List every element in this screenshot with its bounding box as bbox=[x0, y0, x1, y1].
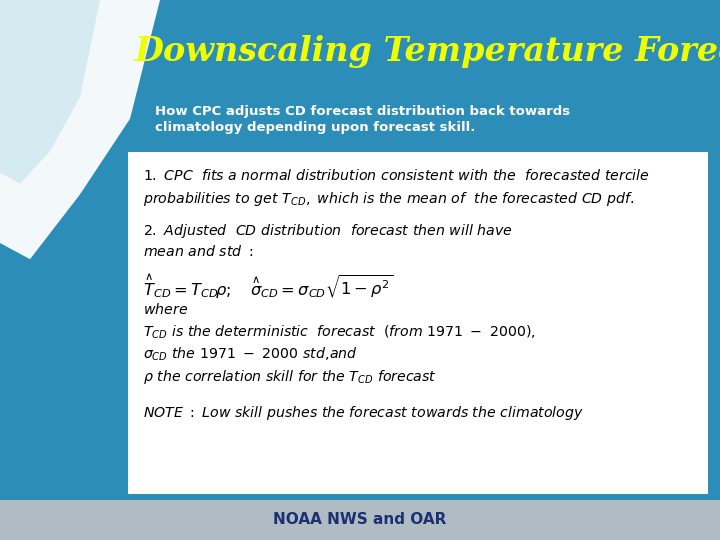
Polygon shape bbox=[0, 0, 100, 184]
Text: $\mathit{where}$: $\mathit{where}$ bbox=[143, 302, 188, 317]
Text: $\sigma_{CD}\ \mathit{the\ 1971\ -\ 2000\ std,\! and}$: $\sigma_{CD}\ \mathit{the\ 1971\ -\ 2000… bbox=[143, 346, 358, 363]
Text: $\mathit{1.\ CPC\ \ fits\ a\ normal\ distribution\ consistent\ with\ the\ \ fore: $\mathit{1.\ CPC\ \ fits\ a\ normal\ dis… bbox=[143, 168, 650, 183]
Text: $\mathit{NOTE\ :\ Low\ skill\ pushes\ the\ forecast\ towards\ the\ climatology}$: $\mathit{NOTE\ :\ Low\ skill\ pushes\ th… bbox=[143, 404, 584, 422]
Bar bbox=[0, 498, 720, 540]
Text: $\mathit{probabilities\ to\ get}\ T_{CD},\ \mathit{which\ is\ the\ mean\ of\ \ t: $\mathit{probabilities\ to\ get}\ T_{CD}… bbox=[143, 190, 634, 208]
Text: $\rho\ \mathit{the\ correlation\ skill\ for\ the}\ T_{CD}\ \mathit{forecast}$: $\rho\ \mathit{the\ correlation\ skill\ … bbox=[143, 368, 437, 386]
Polygon shape bbox=[0, 0, 160, 259]
Text: NOAA NWS and OAR: NOAA NWS and OAR bbox=[274, 512, 446, 528]
Text: $T_{CD}\ \mathit{is\ the\ deterministic\ \ forecast\ \ (from\ 1971\ -\ 2000),}$: $T_{CD}\ \mathit{is\ the\ deterministic\… bbox=[143, 324, 536, 341]
Text: $\overset{\wedge}{T}_{CD} = T_{CD\!}\rho;\quad \overset{\wedge}{\sigma}_{CD} = \: $\overset{\wedge}{T}_{CD} = T_{CD\!}\rho… bbox=[143, 272, 393, 301]
Text: climatology depending upon forecast skill.: climatology depending upon forecast skil… bbox=[155, 121, 475, 134]
Text: $\mathit{2.\ Adjusted\ \ CD\ distribution\ \ forecast\ then\ will\ have}$: $\mathit{2.\ Adjusted\ \ CD\ distributio… bbox=[143, 222, 513, 240]
Text: $\mathit{mean\ and\ std\ :}$: $\mathit{mean\ and\ std\ :}$ bbox=[143, 244, 253, 259]
Bar bbox=[128, 152, 708, 495]
Text: How CPC adjusts CD forecast distribution back towards: How CPC adjusts CD forecast distribution… bbox=[155, 105, 570, 118]
Text: Downscaling Temperature Forecasts: Downscaling Temperature Forecasts bbox=[135, 36, 720, 69]
Bar bbox=[0, 494, 720, 500]
